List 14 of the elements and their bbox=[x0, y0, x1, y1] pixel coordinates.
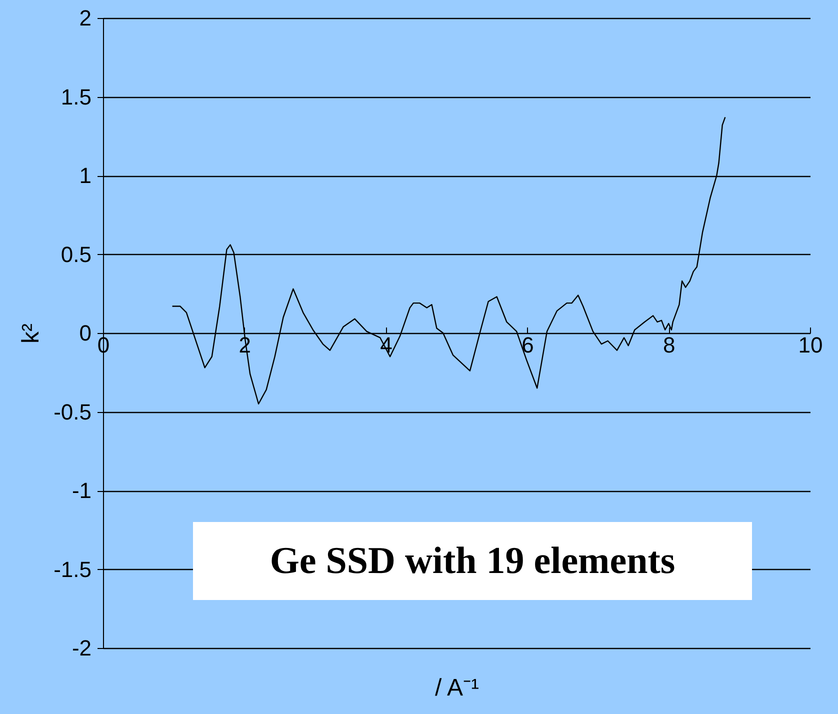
x-tick-label: 10 bbox=[798, 332, 823, 358]
y-tick-label: 2 bbox=[79, 6, 92, 30]
y-axis-title: k² bbox=[18, 324, 45, 344]
x-tick-label: 8 bbox=[662, 332, 676, 358]
y-tick-label: 1.5 bbox=[60, 84, 92, 110]
y-tick-label: 0.5 bbox=[60, 242, 92, 267]
y-tick-label: 1 bbox=[79, 163, 92, 188]
y-tick-label: -2 bbox=[72, 636, 92, 660]
y-tick-label: -1.5 bbox=[54, 556, 92, 582]
x-axis-title: / A⁻¹ bbox=[434, 674, 480, 702]
label-box: Ge SSD with 19 elements bbox=[193, 522, 752, 600]
x-tick-label: 6 bbox=[522, 332, 534, 358]
y-tick-label: -1 bbox=[72, 478, 92, 503]
y-tick-label: -0.5 bbox=[54, 399, 92, 424]
